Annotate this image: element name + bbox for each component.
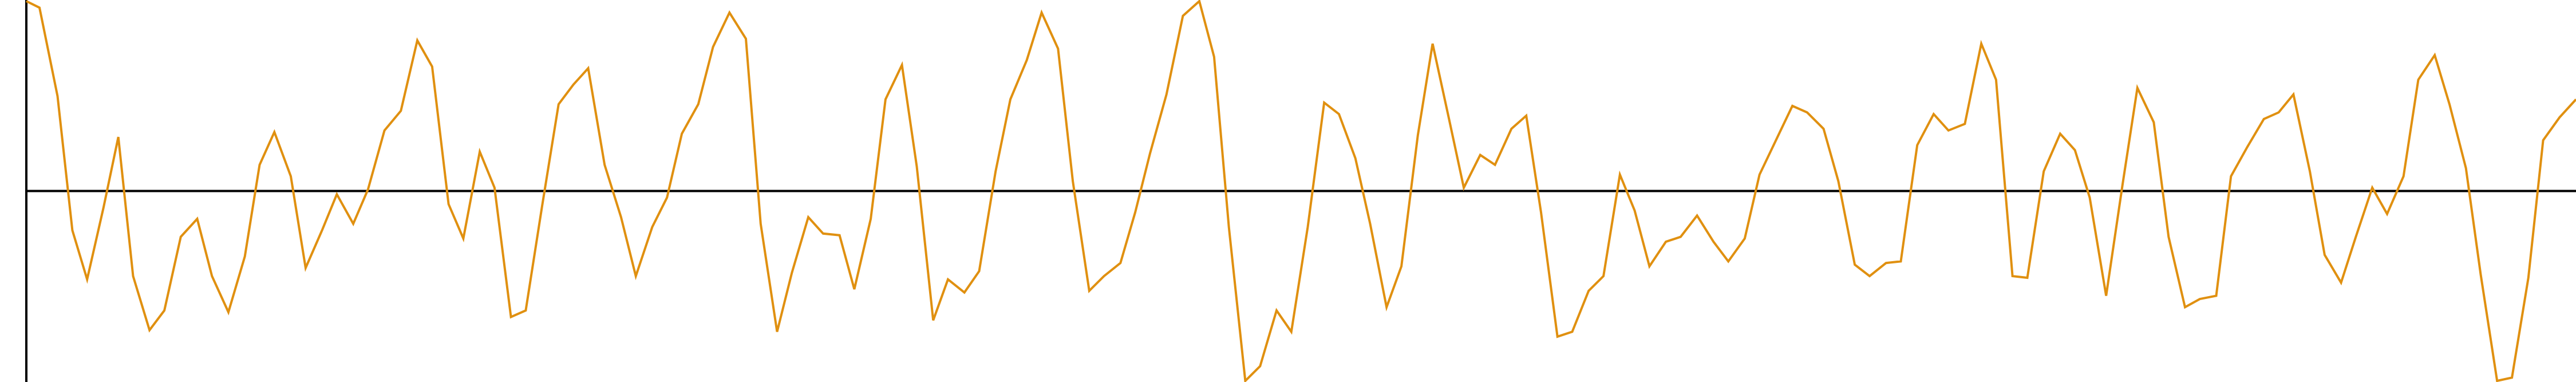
data-line	[26, 0, 2576, 382]
